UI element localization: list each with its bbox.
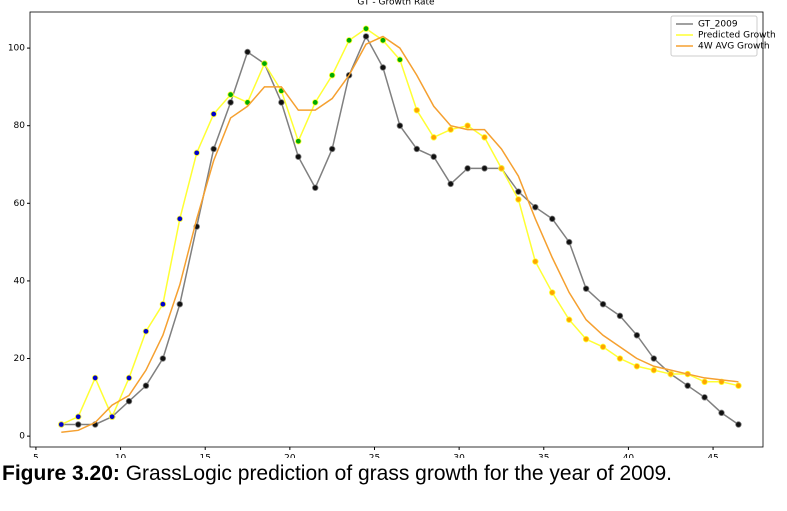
data-point <box>430 153 437 160</box>
x-tick-label: 30 <box>453 454 465 459</box>
data-point <box>633 363 641 370</box>
data-point <box>261 60 268 67</box>
y-tick-label: 60 <box>14 199 26 209</box>
data-point <box>159 300 167 308</box>
data-point <box>159 355 167 362</box>
data-point <box>650 355 658 362</box>
caption-label: Figure 3.20: <box>2 462 120 485</box>
data-point <box>227 99 234 106</box>
data-point <box>312 99 319 106</box>
data-point <box>549 215 556 223</box>
data-point <box>565 238 573 246</box>
data-point <box>616 312 624 320</box>
data-point <box>379 37 387 44</box>
data-point <box>345 37 353 44</box>
chart-title: GT - Growth Rate <box>357 0 435 8</box>
data-point <box>176 215 184 223</box>
data-point <box>396 122 404 129</box>
data-point <box>447 180 454 188</box>
data-point <box>532 258 539 265</box>
caption: Figure 3.20: GrassLogic prediction of gr… <box>2 462 672 486</box>
x-tick-label: 5 <box>33 454 39 459</box>
data-point <box>193 149 200 157</box>
data-point <box>379 64 387 71</box>
data-point <box>396 56 404 63</box>
data-point <box>413 145 421 153</box>
data-point <box>599 343 607 351</box>
data-point <box>108 413 116 420</box>
data-point <box>582 335 590 343</box>
data-point <box>464 165 471 172</box>
data-point <box>210 110 217 118</box>
data-point <box>701 394 708 401</box>
y-tick-label: 40 <box>14 276 26 286</box>
data-point <box>633 332 641 339</box>
legend-label: Predicted Growth <box>698 31 776 41</box>
data-point <box>498 165 505 172</box>
data-point <box>667 370 674 378</box>
data-point <box>328 145 336 153</box>
data-point <box>532 203 539 211</box>
data-point <box>599 300 607 308</box>
data-point <box>481 165 488 172</box>
chart: GT - Growth Rate 0 20 40 60 80 100 5 10 15 20 25 30… <box>8 0 776 464</box>
y-tick-label: 0 <box>19 432 25 442</box>
data-point <box>515 196 522 203</box>
data-point <box>91 374 99 382</box>
data-point <box>701 378 708 386</box>
data-point <box>295 138 302 145</box>
data-point <box>278 99 285 106</box>
x-tick-label: 45 <box>707 454 718 459</box>
data-point <box>58 421 65 428</box>
data-point <box>210 145 217 153</box>
series-line <box>61 35 739 433</box>
data-point <box>549 289 556 296</box>
data-point <box>362 25 370 32</box>
data-point <box>244 48 251 56</box>
data-point <box>142 328 150 335</box>
legend-label: GT_2009 <box>698 20 738 30</box>
data-point <box>650 366 658 374</box>
data-point <box>582 285 590 292</box>
data-point <box>684 382 691 389</box>
data-point <box>515 188 522 195</box>
data-point <box>295 153 302 160</box>
data-point <box>362 33 370 40</box>
caption-text: GrassLogic prediction of grass growth fo… <box>125 462 673 485</box>
data-point <box>328 72 336 79</box>
data-point <box>565 316 573 323</box>
data-point <box>616 355 624 362</box>
x-tick-label: 35 <box>538 454 549 459</box>
data-point <box>125 398 133 405</box>
data-point <box>430 134 437 141</box>
data-point <box>75 413 82 420</box>
x-tick-label: 40 <box>623 454 635 459</box>
data-point <box>464 122 471 129</box>
data-point <box>481 134 488 141</box>
legend-label: 4W AVG Growth <box>698 42 770 52</box>
data-point <box>735 382 742 389</box>
data-point <box>142 382 150 389</box>
x-tick-label: 25 <box>369 454 380 459</box>
y-tick-label: 80 <box>14 121 26 131</box>
x-tick-label: 10 <box>115 454 127 459</box>
x-tick-label: 15 <box>199 454 210 459</box>
y-tick-label: 20 <box>14 354 26 364</box>
x-tick-label: 20 <box>284 454 296 459</box>
data-point <box>447 126 454 133</box>
data-point <box>75 421 82 428</box>
data-point <box>125 374 133 382</box>
data-point <box>312 184 319 191</box>
data-point <box>176 300 184 308</box>
y-tick-label: 100 <box>8 44 25 54</box>
data-point <box>413 106 421 114</box>
data-point <box>718 409 725 417</box>
plot-frame <box>29 11 764 448</box>
data-point <box>735 421 742 428</box>
data-point <box>227 91 234 98</box>
